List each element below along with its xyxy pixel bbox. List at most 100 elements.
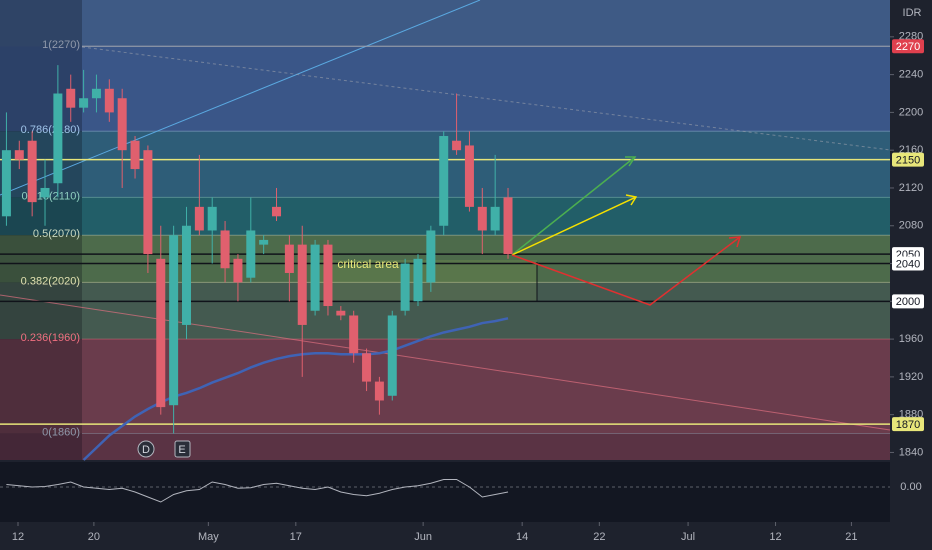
x-tick-label: Jun	[414, 531, 432, 543]
fib-band	[82, 339, 890, 434]
marker[interactable]	[137, 440, 155, 458]
fib-band	[82, 433, 890, 460]
past-shade	[0, 0, 82, 460]
critical-area	[310, 260, 537, 302]
candle-body	[387, 315, 397, 396]
y-tick-label: 2200	[899, 106, 923, 118]
candle-body	[439, 136, 449, 226]
osc-tick-label: 0.00	[900, 481, 921, 493]
arrow-mid	[511, 196, 637, 256]
price-label: 1870	[896, 419, 920, 431]
plot: 1(2270)0.786(2180)0.618(2110)0.5(2070)0.…	[0, 39, 890, 503]
candle-body	[53, 93, 63, 184]
marker[interactable]	[174, 440, 191, 458]
candle-body	[349, 315, 359, 354]
arrow-down-up	[511, 236, 741, 306]
candle-body	[40, 187, 50, 198]
x-tick-label: 20	[88, 531, 100, 543]
trend-line	[81, 46, 891, 151]
top-band	[0, 0, 890, 47]
x-tick-label: 12	[769, 531, 781, 543]
fib-label: 0(1860)	[42, 426, 80, 438]
fib-label: 0.786(2180)	[21, 124, 80, 136]
price-label: 2270	[896, 41, 920, 53]
currency: IDR	[903, 7, 922, 19]
marker-label: E	[178, 444, 185, 456]
candle-body	[207, 206, 217, 231]
candle-body	[220, 230, 230, 269]
candle-body	[27, 140, 37, 203]
candle-body	[104, 88, 114, 113]
candle-body	[66, 88, 76, 108]
candle-body	[91, 88, 101, 99]
fib-band-past	[0, 339, 82, 434]
price-box	[892, 39, 924, 54]
fib-band-past	[0, 433, 82, 460]
price-box	[892, 152, 924, 167]
marker-label: D	[142, 444, 150, 456]
candle-body	[233, 258, 243, 283]
price-label: 2040	[896, 258, 920, 270]
fib-label: 1(2270)	[42, 39, 80, 51]
time-axis	[0, 522, 932, 550]
candle-body	[156, 258, 166, 408]
fib-label: 0.236(1960)	[21, 332, 80, 344]
candle-body	[169, 235, 179, 406]
candle-body	[413, 258, 423, 302]
candle-body	[181, 225, 191, 325]
fib-label: 0.5(2070)	[33, 228, 80, 240]
y-tick-label: 1920	[899, 371, 923, 383]
candle-body	[310, 244, 320, 311]
y-tick-label: 1960	[899, 333, 923, 345]
x-tick-label: 14	[516, 531, 528, 543]
y-tick-label: 2240	[899, 69, 923, 81]
candle-body	[297, 244, 307, 325]
price-axis	[890, 0, 932, 550]
fib-band	[82, 46, 890, 132]
candle-body	[490, 206, 500, 231]
candle-body	[323, 244, 333, 307]
candle-body	[284, 244, 294, 273]
x-tick-label: May	[198, 531, 219, 543]
candle-body	[400, 263, 410, 311]
fib-band	[82, 131, 890, 198]
fib-band-past	[0, 282, 82, 340]
price-label: 2000	[896, 296, 920, 308]
arrow-head	[625, 194, 638, 206]
candle-body	[503, 197, 513, 255]
moving-average	[82, 317, 509, 461]
candle-body	[79, 98, 89, 108]
price-box	[892, 417, 924, 432]
fib-band-past	[0, 235, 82, 283]
fib-band-past	[0, 131, 82, 198]
candle-body	[130, 140, 140, 170]
x-tick-label: Jul	[681, 531, 695, 543]
x-tick-label: 12	[12, 531, 24, 543]
x-tick-label: 21	[845, 531, 857, 543]
candle-body	[259, 239, 269, 245]
arrow-up	[511, 156, 636, 256]
trend-line	[0, 0, 481, 196]
x-tick-label: 17	[290, 531, 302, 543]
candle-body	[477, 206, 487, 231]
fib-bands	[0, 0, 890, 460]
price-box	[892, 294, 924, 309]
price-box	[892, 256, 924, 271]
oscillator-line	[6, 479, 509, 503]
candle-body	[464, 145, 474, 207]
axes: 1840188019201960200020402080212021602200…	[12, 31, 924, 543]
candle-body	[14, 150, 24, 160]
candle-body	[374, 381, 384, 401]
candle-body	[272, 206, 282, 217]
price-label: 2150	[896, 155, 920, 167]
trend-line	[0, 294, 891, 431]
candle-body	[452, 140, 462, 151]
candle-body	[1, 150, 11, 217]
candle-body	[117, 98, 127, 151]
candle-body	[426, 230, 436, 283]
x-tick-label: 22	[593, 531, 605, 543]
candle-body	[194, 206, 204, 231]
fib-band	[82, 235, 890, 283]
candle-body	[362, 353, 372, 382]
